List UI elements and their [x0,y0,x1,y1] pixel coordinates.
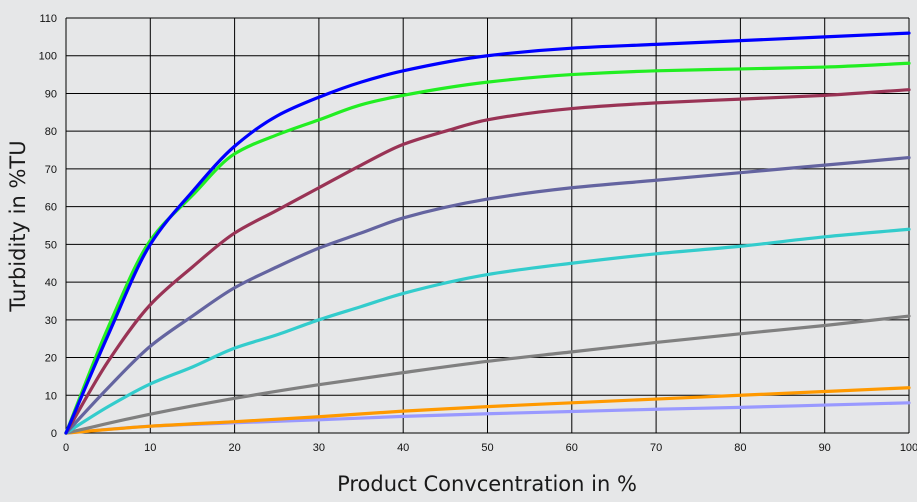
x-tick-label: 20 [228,442,240,454]
y-tick-label: 90 [45,88,57,100]
series-line-3 [64,88,911,435]
y-tick-label: 40 [45,277,57,289]
y-tick-label: 10 [45,390,57,402]
x-axis-title: Product Convcentration in % [337,472,637,496]
x-tick-label: 50 [481,442,493,454]
x-tick-label: 0 [63,442,69,454]
series-line-5 [64,227,911,435]
series-line-1 [64,31,911,435]
y-tick-label: 0 [51,428,57,440]
y-tick-label: 60 [45,202,57,214]
x-tick-label: 10 [144,442,156,454]
y-tick-label: 30 [45,315,57,327]
y-axis-ticks: 0 10 20 30 40 50 60 70 80 90 100 110 [39,13,57,440]
x-tick-label: 40 [397,442,409,454]
x-axis-ticks: 0 10 20 30 40 50 60 70 80 90 100 [63,442,917,454]
series-line-4 [64,155,911,435]
x-tick-label: 80 [734,442,746,454]
y-tick-label: 100 [39,51,57,63]
y-tick-label: 80 [45,126,57,138]
y-axis-title: Turbidity in %TU [6,140,30,312]
y-tick-label: 50 [45,239,57,251]
x-tick-label: 30 [313,442,325,454]
series-line-6 [64,314,911,435]
y-tick-label: 20 [45,353,57,365]
y-tick-label: 110 [39,13,57,25]
x-tick-label: 70 [650,442,662,454]
x-tick-label: 90 [819,442,831,454]
y-tick-label: 70 [45,164,57,176]
x-tick-label: 100 [900,442,917,454]
series-line-2 [64,61,911,435]
x-tick-label: 60 [566,442,578,454]
series-line-7 [64,386,911,435]
series-group [64,31,911,435]
